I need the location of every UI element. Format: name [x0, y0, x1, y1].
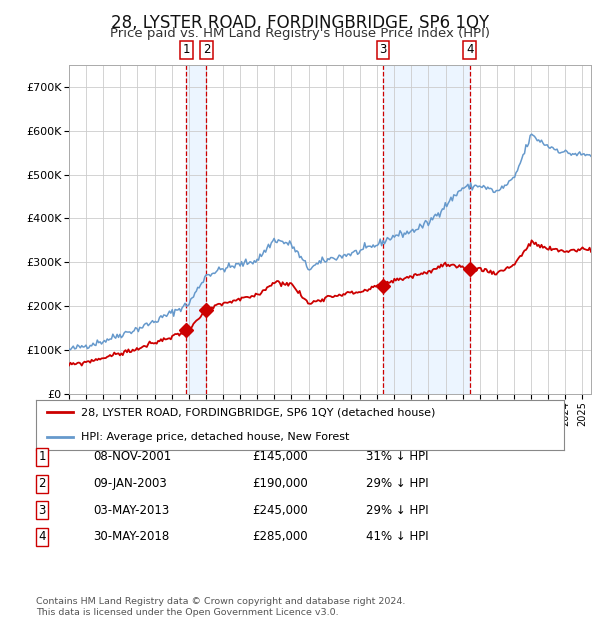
Text: 2: 2 — [203, 43, 210, 56]
Text: 4: 4 — [38, 531, 46, 543]
Text: HPI: Average price, detached house, New Forest: HPI: Average price, detached house, New … — [81, 432, 349, 442]
Bar — [186, 65, 206, 394]
Text: £245,000: £245,000 — [252, 504, 308, 516]
Text: 29% ↓ HPI: 29% ↓ HPI — [366, 504, 428, 516]
Text: Contains HM Land Registry data © Crown copyright and database right 2024.
This d: Contains HM Land Registry data © Crown c… — [36, 598, 406, 617]
Text: 31% ↓ HPI: 31% ↓ HPI — [366, 451, 428, 463]
Text: Price paid vs. HM Land Registry's House Price Index (HPI): Price paid vs. HM Land Registry's House … — [110, 27, 490, 40]
Text: 03-MAY-2013: 03-MAY-2013 — [93, 504, 169, 516]
Text: 4: 4 — [466, 43, 473, 56]
Text: 09-JAN-2003: 09-JAN-2003 — [93, 477, 167, 490]
Bar — [383, 65, 470, 394]
Text: 3: 3 — [379, 43, 386, 56]
Text: 3: 3 — [38, 504, 46, 516]
Text: 08-NOV-2001: 08-NOV-2001 — [93, 451, 171, 463]
Text: 41% ↓ HPI: 41% ↓ HPI — [366, 531, 428, 543]
Text: 30-MAY-2018: 30-MAY-2018 — [93, 531, 169, 543]
Text: 28, LYSTER ROAD, FORDINGBRIDGE, SP6 1QY (detached house): 28, LYSTER ROAD, FORDINGBRIDGE, SP6 1QY … — [81, 407, 435, 417]
Text: 2: 2 — [38, 477, 46, 490]
Text: £285,000: £285,000 — [252, 531, 308, 543]
Text: 1: 1 — [38, 451, 46, 463]
Text: 1: 1 — [182, 43, 190, 56]
Text: 28, LYSTER ROAD, FORDINGBRIDGE, SP6 1QY: 28, LYSTER ROAD, FORDINGBRIDGE, SP6 1QY — [111, 14, 489, 32]
Text: 29% ↓ HPI: 29% ↓ HPI — [366, 477, 428, 490]
Text: £190,000: £190,000 — [252, 477, 308, 490]
Text: £145,000: £145,000 — [252, 451, 308, 463]
